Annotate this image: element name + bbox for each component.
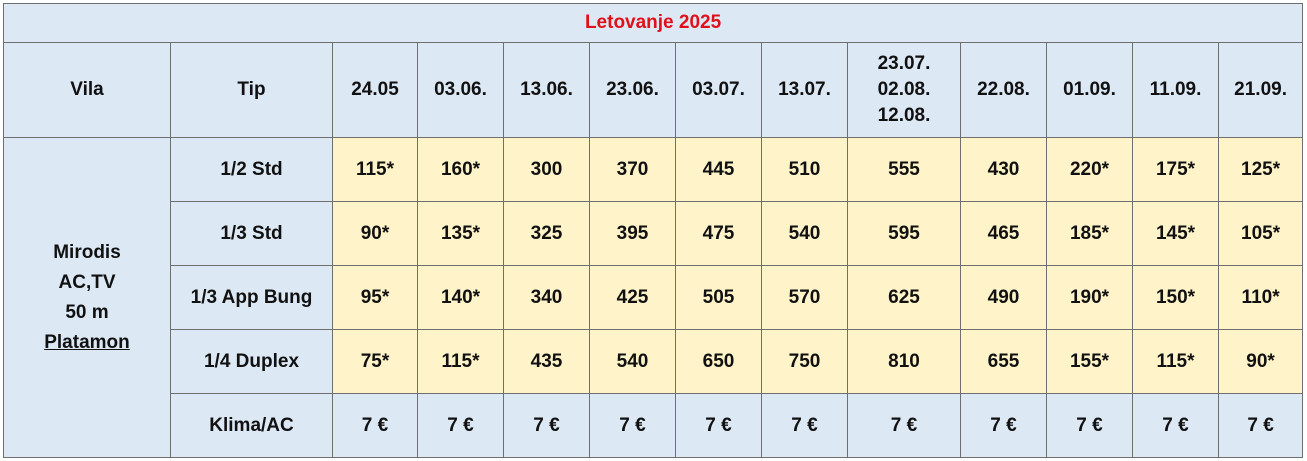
- table-row: 1/4 Duplex 75* 115* 435 540 650 750 810 655 155* 1…: [4, 329, 1304, 394]
- price-cell: 155*: [1046, 329, 1133, 394]
- price-cell: 325: [503, 201, 590, 266]
- price-table: Letovanje 2025 Vila Tip 24.05 03.06. 13.06…: [2, 3, 1304, 458]
- price-cell: 110*: [1217, 265, 1304, 330]
- price-cell: 370: [589, 137, 676, 202]
- date-label: 01.09.: [1063, 79, 1116, 100]
- date-label: 13.06.: [520, 79, 573, 100]
- price-cell: 570: [761, 265, 848, 330]
- villa-amenities: AC,TV: [58, 271, 116, 293]
- room-type: 1/3 Std: [170, 201, 333, 266]
- price-cell: 190*: [1046, 265, 1133, 330]
- price-cell: 395: [589, 201, 676, 266]
- date-label: 23.07.: [877, 53, 931, 74]
- column-header-date: 11.09.: [1132, 42, 1219, 138]
- price-cell: 300: [503, 137, 590, 202]
- price-cell: 90*: [332, 201, 418, 266]
- room-type: 1/3 App Bung: [170, 265, 333, 330]
- villa-cell: Mirodis AC,TV 50 m Platamon: [3, 137, 171, 458]
- klima-price-cell: 7 €: [847, 393, 961, 458]
- price-cell: 445: [675, 137, 762, 202]
- room-type: 1/4 Duplex: [170, 329, 333, 394]
- price-cell: 555: [847, 137, 961, 202]
- price-cell: 430: [960, 137, 1047, 202]
- date-label: 21.09.: [1234, 79, 1287, 100]
- price-cell: 90*: [1217, 329, 1304, 394]
- date-label: 12.08.: [877, 105, 931, 126]
- column-header-date: 24.05: [332, 42, 418, 138]
- price-cell: 185*: [1046, 201, 1133, 266]
- klima-price-cell: 7 €: [503, 393, 590, 458]
- klima-price-cell: 7 €: [1132, 393, 1219, 458]
- column-header-date: 21.09.: [1217, 42, 1304, 138]
- header-row: Vila Tip 24.05 03.06. 13.06. 23.06. 03.07. 13…: [3, 42, 1304, 138]
- price-cell: 220*: [1046, 137, 1133, 202]
- price-cell: 140*: [417, 265, 504, 330]
- price-cell: 750: [761, 329, 848, 394]
- column-header-tip: Tip: [170, 42, 333, 138]
- price-cell: 150*: [1132, 265, 1219, 330]
- date-label: 22.08.: [977, 79, 1030, 100]
- room-type: 1/2 Std: [170, 137, 333, 202]
- price-cell: 425: [589, 265, 676, 330]
- price-cell: 145*: [1132, 201, 1219, 266]
- table-title: Letovanje 2025: [2, 3, 1304, 43]
- date-label: 23.06.: [606, 79, 659, 100]
- date-label: 13.07.: [778, 79, 831, 100]
- column-header-vila: Vila: [3, 42, 171, 138]
- klima-price-cell: 7 €: [1046, 393, 1133, 458]
- column-header-date: 13.07.: [761, 42, 848, 138]
- price-cell: 125*: [1217, 137, 1304, 202]
- price-cell: 490: [960, 265, 1047, 330]
- price-cell: 105*: [1217, 201, 1304, 266]
- date-label: 02.08.: [877, 79, 931, 100]
- price-cell: 340: [503, 265, 590, 330]
- klima-price-cell: 7 €: [960, 393, 1047, 458]
- price-cell: 540: [761, 201, 848, 266]
- price-cell: 475: [675, 201, 762, 266]
- price-cell: 115*: [1132, 329, 1219, 394]
- price-cell: 540: [589, 329, 676, 394]
- table-row: Mirodis AC,TV 50 m Platamon 1/2 Std 115* 160* 3…: [3, 137, 1304, 458]
- price-cell: 595: [847, 201, 961, 266]
- klima-price-cell: 7 €: [675, 393, 762, 458]
- price-cell: 465: [960, 201, 1047, 266]
- price-cell: 175*: [1132, 137, 1219, 202]
- column-header-date: 13.06.: [503, 42, 590, 138]
- price-cell: 115*: [417, 329, 504, 394]
- price-cell: 505: [675, 265, 762, 330]
- price-cell: 115*: [332, 137, 418, 202]
- klima-label: Klima/AC: [170, 393, 333, 458]
- date-label: 03.07.: [692, 79, 745, 100]
- column-header-date: 23.06.: [589, 42, 676, 138]
- villa-distance: 50 m: [65, 301, 109, 323]
- price-cell: 435: [503, 329, 590, 394]
- klima-price-cell: 7 €: [761, 393, 848, 458]
- date-label: 24.05: [351, 79, 399, 100]
- price-cell: 75*: [332, 329, 418, 394]
- column-header-date: 03.06.: [417, 42, 504, 138]
- table-row: 1/3 App Bung 95* 140* 340 425 505 570 625 490 190…: [4, 265, 1304, 330]
- klima-price-cell: 7 €: [417, 393, 504, 458]
- klima-row: Klima/AC 7 €7 €7 €7 €7 €7 €7 €7 €7 €7 €7 …: [4, 393, 1304, 458]
- price-cell: 135*: [417, 201, 504, 266]
- date-label: 03.06.: [434, 79, 487, 100]
- date-label: 11.09.: [1149, 79, 1202, 100]
- price-cell: 650: [675, 329, 762, 394]
- price-cell: 95*: [332, 265, 418, 330]
- price-cell: 625: [847, 265, 961, 330]
- price-cell: 810: [847, 329, 961, 394]
- price-cell: 655: [960, 329, 1047, 394]
- villa-name: Mirodis: [53, 241, 121, 263]
- column-header-date: 22.08.: [960, 42, 1047, 138]
- klima-price-cell: 7 €: [1217, 393, 1304, 458]
- column-header-date: 01.09.: [1046, 42, 1133, 138]
- column-header-date: 03.07.: [675, 42, 762, 138]
- villa-location: Platamon: [44, 331, 130, 353]
- column-header-date: 23.07. 02.08. 12.08.: [847, 42, 961, 138]
- price-cell: 160*: [417, 137, 504, 202]
- table-row: 1/3 Std 90* 135* 325 395 475 540 595 465 185* 145*…: [4, 201, 1304, 266]
- klima-price-cell: 7 €: [589, 393, 676, 458]
- price-cell: 510: [761, 137, 848, 202]
- klima-price-cell: 7 €: [332, 393, 418, 458]
